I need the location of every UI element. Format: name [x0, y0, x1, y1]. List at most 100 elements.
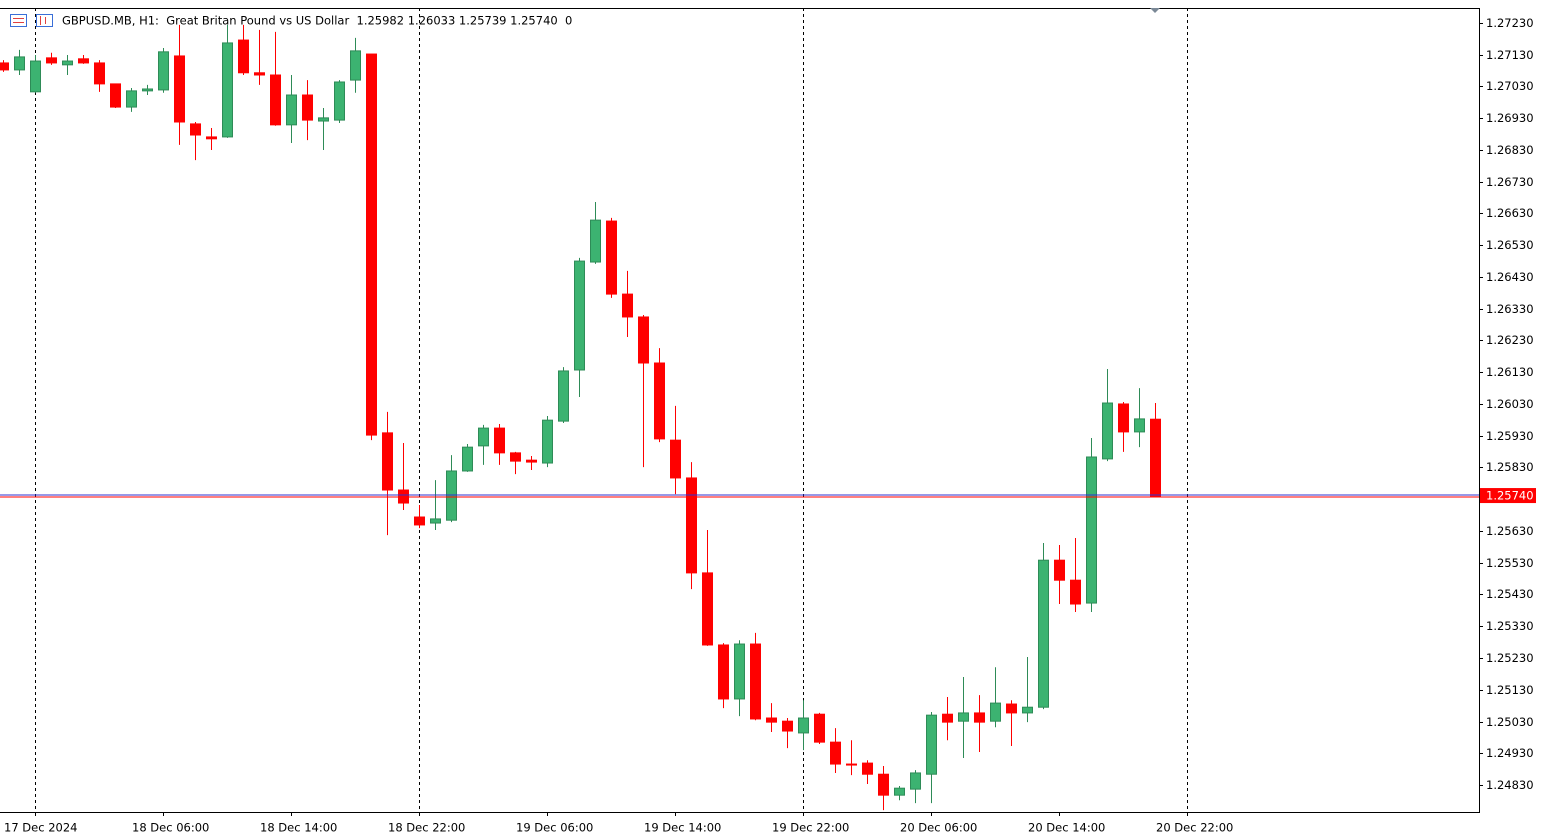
candle-body: [974, 712, 985, 723]
y-tick-label: 1.25930: [1486, 429, 1534, 443]
y-tick-label: 1.26330: [1486, 302, 1534, 316]
candle-body: [110, 83, 121, 108]
candle-body: [238, 39, 249, 74]
candle-body: [398, 489, 409, 504]
candle-body: [542, 419, 553, 464]
candle-body: [798, 717, 809, 734]
candle-body: [286, 94, 297, 126]
candle-body: [1102, 402, 1113, 460]
y-tick-label: 1.26630: [1486, 206, 1534, 220]
y-tick-label: 1.25830: [1486, 460, 1534, 474]
candle-body: [414, 516, 425, 526]
candle-body: [318, 117, 329, 122]
candle-body: [254, 72, 265, 76]
y-tick-label: 1.27030: [1486, 79, 1534, 93]
candle-body: [1054, 559, 1065, 581]
x-tick-label: 20 Dec 14:00: [1028, 821, 1105, 835]
candle-body: [366, 53, 377, 436]
y-tick-label: 1.26530: [1486, 238, 1534, 252]
candle-body: [958, 712, 969, 722]
candle-body: [846, 763, 857, 766]
candle-body: [990, 702, 1001, 722]
candle-body: [750, 643, 761, 720]
candle-body: [1022, 706, 1033, 714]
candle-body: [158, 51, 169, 91]
y-tick-label: 1.25030: [1486, 715, 1534, 729]
candle-body: [718, 644, 729, 700]
candle-body: [302, 94, 313, 121]
candle-body: [702, 572, 713, 646]
candle-body: [606, 220, 617, 295]
x-tick-label: 19 Dec 22:00: [772, 821, 849, 835]
candle-body: [446, 470, 457, 521]
candle-body: [382, 432, 393, 491]
candle-body: [94, 62, 105, 85]
shift-marker: [1150, 8, 1160, 13]
candle-body: [1118, 403, 1129, 433]
candle-body: [0, 62, 9, 71]
candle-body: [174, 55, 185, 123]
y-tick-label: 1.26030: [1486, 397, 1534, 411]
price-tag: [1480, 488, 1536, 504]
y-tick-label: 1.26730: [1486, 175, 1534, 189]
candle-body: [350, 50, 361, 81]
candle-body: [654, 362, 665, 440]
candle-body: [14, 56, 25, 71]
header-icons: [10, 14, 53, 27]
candle-body: [1006, 703, 1017, 714]
y-tick-label: 1.27130: [1486, 48, 1534, 62]
candle-body: [206, 136, 217, 140]
y-tick-label: 1.25230: [1486, 651, 1534, 665]
candle-body: [334, 81, 345, 121]
candle-body: [462, 446, 473, 472]
candle-body: [1086, 456, 1097, 604]
candle-body: [638, 316, 649, 364]
candle-body: [1134, 418, 1145, 433]
candle-body: [830, 741, 841, 765]
candle-body: [222, 42, 233, 138]
candle-body: [78, 58, 89, 64]
candle-body: [878, 773, 889, 796]
x-tick-label: 18 Dec 06:00: [132, 821, 209, 835]
candle-body: [734, 643, 745, 700]
candle-body: [926, 714, 937, 775]
candle-body: [894, 787, 905, 796]
candle-body: [270, 74, 281, 126]
candle-body: [1150, 418, 1161, 497]
x-tick-label: 18 Dec 14:00: [260, 821, 337, 835]
x-tick-label: 20 Dec 22:00: [1156, 821, 1233, 835]
candle-body: [1038, 559, 1049, 708]
y-tick-label: 1.24930: [1486, 746, 1534, 760]
x-tick-label: 18 Dec 22:00: [388, 821, 465, 835]
candle-body: [622, 293, 633, 318]
candle-body: [494, 427, 505, 454]
y-tick-label: 1.25130: [1486, 683, 1534, 697]
x-tick-label: 19 Dec 14:00: [644, 821, 721, 835]
candle-body: [558, 370, 569, 422]
candle-body: [142, 88, 153, 92]
y-tick-label: 1.25430: [1486, 587, 1534, 601]
candle-body: [670, 439, 681, 479]
y-tick-label: 1.25530: [1486, 556, 1534, 570]
candle-body: [766, 717, 777, 723]
x-tick-label: 19 Dec 06:00: [516, 821, 593, 835]
candle-body: [686, 477, 697, 574]
x-tick-label: 20 Dec 06:00: [900, 821, 977, 835]
price-tag-label: 1.25740: [1486, 489, 1534, 503]
candle-body: [590, 219, 601, 263]
chart-title: GBPUSD.MB, H1: Great Britan Pound vs US …: [62, 14, 572, 28]
y-tick-label: 1.25630: [1486, 524, 1534, 538]
candle-body: [574, 260, 585, 371]
icon-chart[interactable]: [36, 14, 53, 27]
candle-body: [46, 57, 57, 64]
candle-body: [126, 90, 137, 108]
candle-body: [478, 427, 489, 447]
candle-body: [526, 459, 537, 463]
y-tick-label: 1.24830: [1486, 778, 1534, 792]
candle-body: [910, 772, 921, 790]
y-tick-label: 1.26830: [1486, 143, 1534, 157]
icon-list[interactable]: [10, 14, 27, 27]
y-tick-label: 1.26130: [1486, 365, 1534, 379]
